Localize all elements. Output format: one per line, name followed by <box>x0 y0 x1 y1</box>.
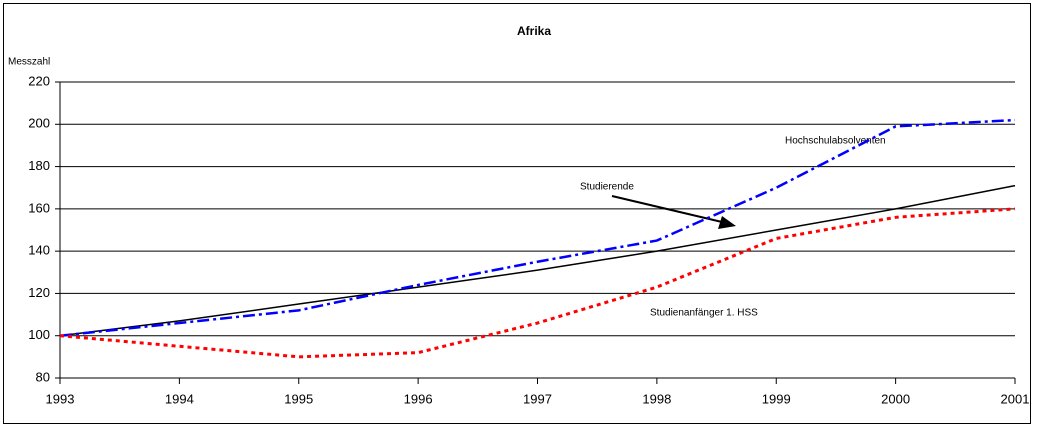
chart-frame <box>3 3 1031 424</box>
series-line <box>59 184 1016 337</box>
y-tick-label: 180 <box>28 158 50 173</box>
x-tick-label: 1997 <box>523 391 552 406</box>
y-tick-label: 160 <box>28 200 50 215</box>
x-tick-label: 1995 <box>284 391 313 406</box>
x-tick-label: 2000 <box>881 391 910 406</box>
y-tick-label: 100 <box>28 327 50 342</box>
annotation-arrowhead <box>718 216 736 229</box>
series-line <box>59 118 1016 337</box>
y-tick-label: 200 <box>28 116 50 131</box>
series-line <box>59 207 1016 359</box>
chart-title: Afrika <box>517 24 551 38</box>
x-tick-label: 1993 <box>46 391 75 406</box>
x-tick-label: 1994 <box>165 391 194 406</box>
series-annotation: Studierende <box>580 182 634 193</box>
x-tick-label: 1999 <box>762 391 791 406</box>
series-annotation: Hochschulabsolventen <box>785 136 886 147</box>
y-tick-label: 140 <box>28 243 50 258</box>
y-tick-label: 80 <box>36 369 50 384</box>
x-tick-label: 1998 <box>642 391 671 406</box>
x-tick-label: 2001 <box>1001 391 1030 406</box>
y-tick-label: 220 <box>28 73 50 88</box>
x-tick-label: 1996 <box>404 391 433 406</box>
y-axis-label: Messzahl <box>8 57 50 68</box>
y-tick-label: 120 <box>28 285 50 300</box>
series-annotation: Studienanfänger 1. HSS <box>650 308 758 319</box>
